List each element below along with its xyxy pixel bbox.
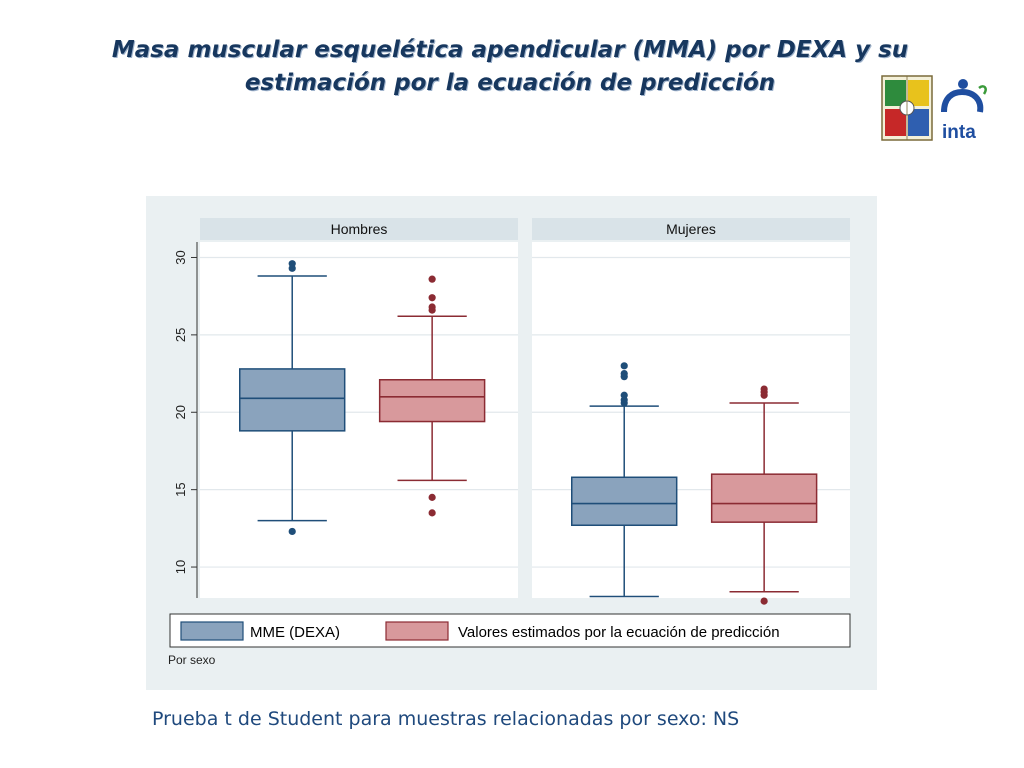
panel-hombres: Hombres (200, 218, 518, 598)
slide-title-line-1: Masa muscular esquelética apendicular (M… (111, 37, 909, 63)
outlier-point (428, 493, 436, 501)
chart-panels: Hombres Mujeres 10 15 20 25 30 (173, 218, 850, 605)
logos: inta (881, 75, 987, 143)
legend-label-pred: Valores estimados por la ecuación de pre… (458, 624, 780, 641)
legend-swatch-pred (385, 621, 449, 641)
panel-header (532, 218, 850, 240)
outlier-point (288, 527, 296, 536)
box-dexa-mujeres (571, 362, 678, 598)
outlier-point (620, 362, 628, 370)
panel-mujeres: Mujeres (532, 218, 850, 605)
iqr-box (239, 368, 346, 432)
outlier-point (428, 294, 436, 302)
outlier-point (288, 260, 296, 268)
outlier-point (428, 275, 436, 283)
inta-logo-text: inta (942, 122, 976, 143)
outlier-point (760, 597, 768, 605)
panel-title: Hombres (331, 221, 388, 237)
university-crest-logo (881, 75, 933, 141)
outlier-point (428, 509, 436, 517)
by-variable-note: Por sexo (168, 653, 216, 667)
y-tick-label: 20 (173, 405, 188, 419)
iqr-box (571, 476, 678, 527)
footnote: Prueba t de Student para muestras relaci… (152, 708, 740, 730)
box-plot-chart: Hombres Mujeres 10 15 20 25 30 MME (DEXA) Valo… (146, 196, 877, 690)
slide-title-line-2: estimación por la ecuación de predicción (244, 70, 776, 96)
y-tick-label: 15 (173, 482, 188, 496)
legend-frame (169, 613, 851, 648)
y-tick-label: 30 (173, 250, 188, 264)
outlier-point (760, 385, 768, 393)
y-tick-label: 25 (173, 328, 188, 342)
iqr-box (710, 473, 818, 523)
outlier-point (428, 303, 436, 311)
plot-area (532, 242, 850, 598)
box-pred-hombres (378, 275, 486, 517)
panel-title: Mujeres (666, 221, 716, 237)
legend-label-dexa: MME (DEXA) (250, 624, 340, 641)
iqr-box (378, 379, 486, 423)
outlier-point (620, 369, 628, 378)
box-pred-mujeres (710, 385, 818, 605)
y-tick-label: 10 (173, 560, 188, 574)
y-axis: 10 15 20 25 30 (173, 242, 198, 598)
inta-logo: inta (941, 79, 987, 143)
slide-title: Masa muscular esquelética apendicular (M… (40, 34, 980, 100)
outlier-point (620, 391, 628, 399)
panel-header (200, 218, 518, 240)
legend: MME (DEXA) Valores estimados por la ecua… (169, 613, 851, 648)
box-dexa-hombres (239, 260, 346, 536)
legend-swatch-dexa (180, 621, 244, 641)
